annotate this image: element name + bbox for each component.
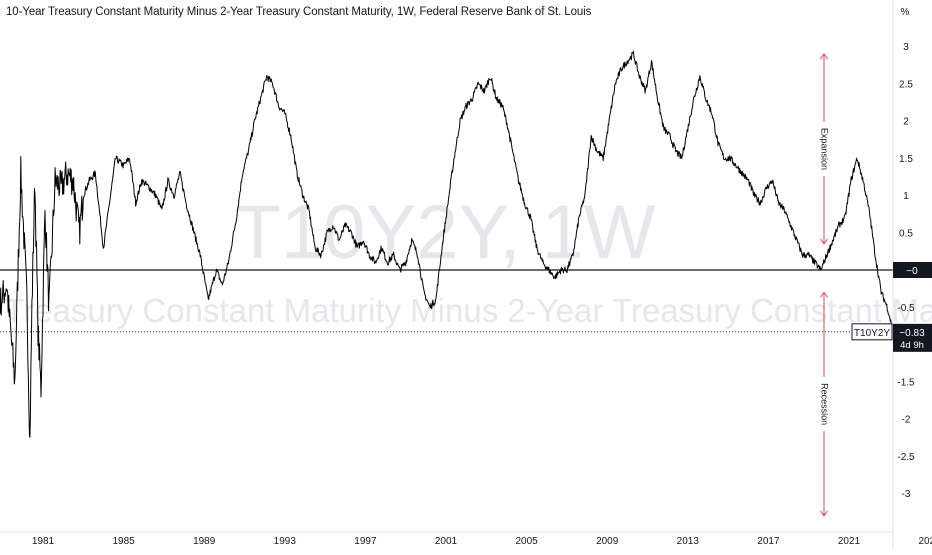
countdown-label: 4d 9h xyxy=(900,340,924,351)
annotation-arrowhead xyxy=(820,291,828,298)
annotation-arrowhead xyxy=(820,53,828,60)
x-tick-label: 2009 xyxy=(596,536,619,547)
x-tick-label: 1989 xyxy=(193,536,216,547)
watermark-symbol: T10Y2Y, 1W xyxy=(234,190,655,275)
y-tick-label: 3 xyxy=(903,42,909,53)
chart-title: 10-Year Treasury Constant Maturity Minus… xyxy=(6,6,592,18)
y-tick-label: 2 xyxy=(903,117,909,128)
y-tick-label: -2 xyxy=(902,415,911,426)
y-tick-label: -2.5 xyxy=(897,452,915,463)
annotation-arrowhead xyxy=(820,510,828,517)
y-tick-label: -0.5 xyxy=(897,303,915,314)
series-line[interactable] xyxy=(0,50,894,438)
x-tick-label: 1997 xyxy=(354,536,377,547)
symbol-badge[interactable] xyxy=(851,323,893,341)
x-tick-label: 2017 xyxy=(757,536,780,547)
series-layer xyxy=(0,50,894,438)
last-value-badge xyxy=(893,323,932,352)
x-axis: 1981 1985 1989 1993 1997 2001 2005 2009 2013 2017… xyxy=(0,531,932,547)
reference-lines xyxy=(0,269,893,333)
x-tick-label: 2001 xyxy=(435,536,458,547)
annotations-layer: Expansion Recession xyxy=(820,53,830,517)
y-tick-label: 2.5 xyxy=(899,79,913,90)
symbol-badge-label: T10Y2Y xyxy=(854,328,890,339)
annotation-label: Recession xyxy=(820,383,830,425)
last-value-badge-label: −0.83 xyxy=(899,328,925,339)
watermark-description: 10-Year Treasury Constant Maturity Minus… xyxy=(0,292,932,329)
zero-price-badge-label: −0 xyxy=(906,266,918,277)
x-tick-label: 1981 xyxy=(32,536,55,547)
x-tick-label: 2013 xyxy=(677,536,700,547)
x-tick-label: 1985 xyxy=(112,536,135,547)
annotation-label: Expansion xyxy=(820,128,830,170)
x-tick-label: 2005 xyxy=(515,536,538,547)
x-tick-label: 1993 xyxy=(274,536,297,547)
y-tick-label: 0.5 xyxy=(899,228,913,239)
x-tick-label: 2021 xyxy=(838,536,861,547)
y-tick-label: -3 xyxy=(902,489,911,500)
y-tick-label: 1.5 xyxy=(899,154,913,165)
y-tick-label: 1 xyxy=(903,191,909,202)
zero-price-badge xyxy=(893,262,932,278)
annotation-arrowhead xyxy=(820,238,828,245)
y-tick-label: -1.5 xyxy=(897,377,915,388)
y-axis: %32.521.510.5-0.5-1-1.5-2-2.5-3 xyxy=(892,0,915,550)
x-tick-label: 2025 xyxy=(918,536,932,547)
y-axis-unit-label: % xyxy=(901,7,910,18)
